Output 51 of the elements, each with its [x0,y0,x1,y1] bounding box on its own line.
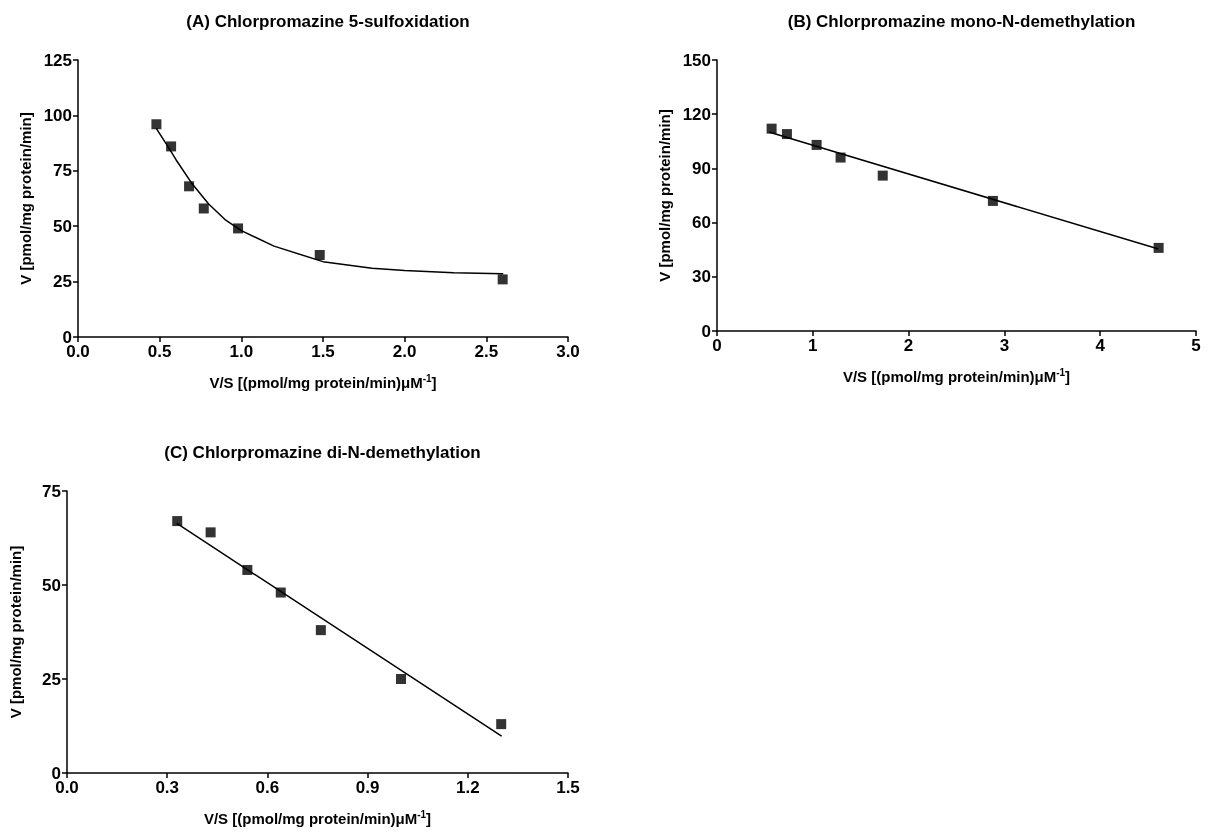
y-tick-label: 50 [42,575,61,595]
chart-title: (B) Chlorpromazine mono-N-demethylation [787,12,1136,31]
y-tick-label: 25 [42,669,61,689]
x-tick-label: 3.0 [556,342,580,361]
y-tick-label: 30 [692,267,711,287]
x-tick-label: 0.5 [147,342,172,361]
point [205,527,216,538]
point [496,719,507,730]
chart-title: (C) Chlorpromazine di-N-demethylation [164,443,481,462]
point [172,516,183,527]
y-tick-label: 90 [692,158,711,178]
y-axis-title: V [pmol/mg protein/min] [16,112,34,285]
point [184,181,195,192]
y-tick-label: 25 [53,272,72,292]
y-axis-title: V [pmol/mg protein/min] [7,545,24,719]
x-tick-label: 5 [1191,336,1201,355]
x-tick-label: 4 [1095,336,1106,355]
x-tick-label: 0.6 [255,778,280,797]
x-tick-label: 1.0 [229,342,254,361]
x-tick-label: 0.0 [66,342,90,361]
y-tick-label: 50 [53,216,72,236]
point [497,274,508,285]
chart-title: (A) Chlorpromazine 5-sulfoxidation [186,12,470,31]
point [766,123,777,134]
x-tick-label: 0.9 [355,778,380,797]
x-tick-label: 2 [903,336,914,355]
y-tick-label: 75 [53,161,72,181]
x-tick-label: 1.5 [311,342,335,361]
x-tick-label: 0.0 [55,778,79,797]
point [315,625,326,636]
x-tick-label: 3 [999,336,1010,355]
point [396,674,406,684]
x-tick-label: 1.5 [556,778,580,797]
x-tick-label: 2.0 [392,342,417,361]
point [198,203,209,214]
x-tick-label: 1 [808,336,818,355]
point [314,250,325,261]
y-axis-title: V [pmol/mg protein/min] [655,109,673,282]
x-tick-label: 2.5 [474,342,499,361]
point [151,119,162,130]
y-tick-label: 125 [43,50,72,70]
x-tick-label: 1.2 [455,778,480,797]
y-tick-label: 120 [682,104,711,124]
y-tick-label: 60 [692,213,711,233]
x-tick-label: 0.3 [155,778,180,797]
y-tick-label: 75 [42,481,61,501]
point [1153,242,1164,253]
point [877,170,888,181]
y-tick-label: 100 [43,105,72,125]
y-tick-label: 150 [682,50,711,70]
y-tick-label: 0 [701,321,711,341]
